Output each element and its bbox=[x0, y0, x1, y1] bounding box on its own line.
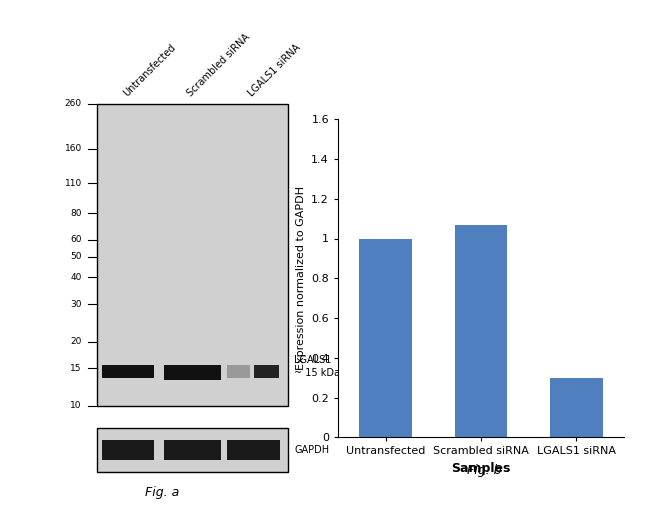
Text: 40: 40 bbox=[70, 273, 82, 282]
Text: LGALS1
~ 15 kDa: LGALS1 ~ 15 kDa bbox=[294, 356, 340, 378]
Bar bbox=[455, 225, 507, 437]
Y-axis label: Expression normalized to GAPDH: Expression normalized to GAPDH bbox=[296, 186, 306, 370]
FancyBboxPatch shape bbox=[254, 365, 278, 378]
Text: Untransfected: Untransfected bbox=[121, 43, 177, 99]
Text: 50: 50 bbox=[70, 252, 82, 261]
Text: 20: 20 bbox=[70, 337, 82, 346]
Text: 60: 60 bbox=[70, 235, 82, 244]
Text: 15: 15 bbox=[70, 364, 82, 373]
Text: Scrambled siRNA: Scrambled siRNA bbox=[185, 32, 252, 99]
FancyBboxPatch shape bbox=[164, 439, 221, 460]
Text: 260: 260 bbox=[64, 99, 82, 108]
Text: Fig. a: Fig. a bbox=[146, 485, 179, 499]
Text: GAPDH: GAPDH bbox=[294, 445, 329, 455]
FancyBboxPatch shape bbox=[103, 365, 154, 378]
Bar bbox=[359, 238, 412, 437]
Text: 10: 10 bbox=[70, 402, 82, 410]
FancyBboxPatch shape bbox=[164, 365, 221, 379]
Text: LGALS1 siRNA: LGALS1 siRNA bbox=[246, 43, 303, 99]
Text: 30: 30 bbox=[70, 299, 82, 308]
X-axis label: Samples: Samples bbox=[451, 462, 511, 475]
Text: 110: 110 bbox=[64, 179, 82, 188]
FancyBboxPatch shape bbox=[97, 104, 288, 406]
FancyBboxPatch shape bbox=[227, 365, 250, 378]
FancyBboxPatch shape bbox=[103, 439, 154, 460]
Text: 80: 80 bbox=[70, 208, 82, 217]
FancyBboxPatch shape bbox=[97, 428, 288, 472]
Text: 160: 160 bbox=[64, 144, 82, 153]
FancyBboxPatch shape bbox=[227, 439, 280, 460]
Bar bbox=[550, 377, 603, 437]
Text: Fig. b: Fig. b bbox=[467, 464, 502, 477]
